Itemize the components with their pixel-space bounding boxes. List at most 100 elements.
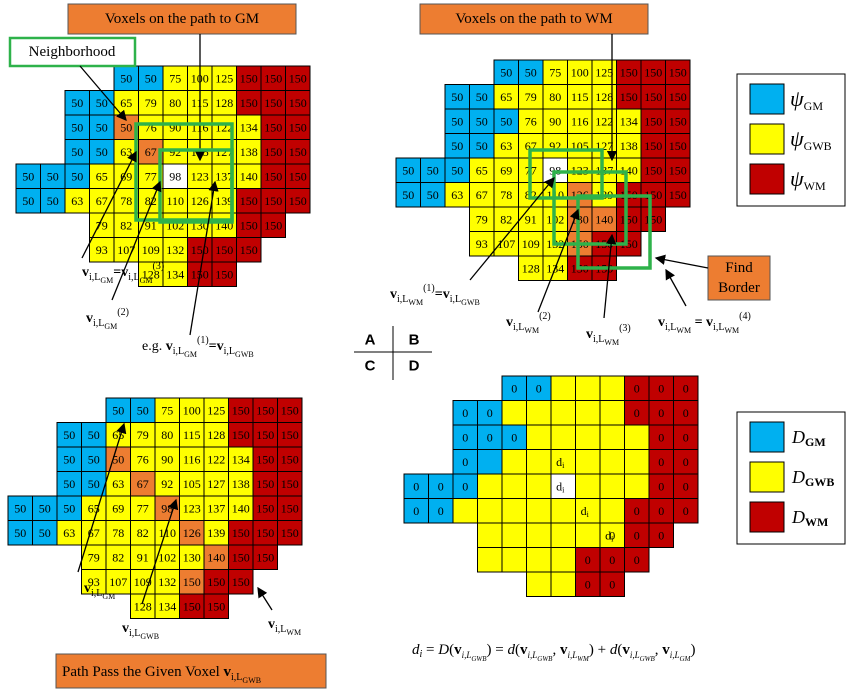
voxel-cell	[162, 163, 188, 189]
voxel-cell	[277, 495, 303, 521]
svg-text:vi,LWM(2): vi,LWM(2)	[506, 311, 551, 335]
distance-cell	[648, 522, 674, 548]
voxel-value: 107	[497, 237, 515, 251]
voxel-cell	[665, 108, 691, 134]
voxel-value: 50	[22, 169, 34, 183]
svg-text:di = D(vi,LGWB) = d(vi,LGWB, v: di = D(vi,LGWB) = d(vi,LGWB, vi,LWM) + d…	[412, 642, 695, 663]
voxel-cell	[277, 520, 303, 546]
voxel-value: 50	[71, 145, 83, 159]
distance-value: 0	[462, 406, 468, 420]
voxel-cell	[179, 544, 205, 570]
voxel-value: 50	[427, 163, 439, 177]
distance-value: 0	[413, 479, 419, 493]
voxel-cell	[203, 544, 229, 570]
voxel-value: 128	[522, 261, 540, 275]
voxel-value: 150	[669, 90, 687, 104]
voxel-value: 100	[571, 65, 589, 79]
voxel-value: 150	[289, 120, 307, 134]
distance-value: 0	[609, 577, 615, 591]
di-label: di	[581, 504, 590, 519]
voxel-value: 110	[166, 194, 184, 208]
voxel-value: 78	[500, 188, 512, 202]
voxel-cell	[179, 446, 205, 472]
voxel-cell	[162, 188, 188, 214]
distance-value: 0	[413, 504, 419, 518]
distance-cell	[673, 449, 699, 475]
voxel-cell	[105, 544, 131, 570]
voxel-value: 150	[264, 169, 282, 183]
distance-cell	[477, 547, 503, 573]
voxel-value: 67	[476, 188, 488, 202]
voxel-value: 115	[183, 428, 201, 442]
svg-text:A: A	[365, 332, 376, 349]
voxel-cell	[665, 59, 691, 85]
voxel-value: 140	[595, 212, 613, 226]
voxel-cell	[567, 59, 593, 85]
voxel-value: 50	[120, 71, 132, 85]
voxel-cell	[591, 206, 617, 232]
voxel-value: 93	[88, 575, 100, 589]
distance-value: 0	[658, 504, 664, 518]
voxel-value: 150	[256, 550, 274, 564]
voxel-value: 50	[500, 114, 512, 128]
voxel-cell	[7, 520, 33, 546]
voxel-cell	[285, 139, 311, 165]
voxel-cell	[665, 157, 691, 183]
voxel-cell	[179, 471, 205, 497]
voxel-value: 150	[281, 477, 299, 491]
voxel-cell	[665, 182, 691, 208]
voxel-value: 150	[232, 428, 250, 442]
distance-value: 0	[634, 528, 640, 542]
voxel-cell	[154, 520, 180, 546]
voxel-value: 150	[281, 403, 299, 417]
voxel-value: 92	[161, 477, 173, 491]
voxel-cell	[236, 212, 262, 238]
voxel-cell	[616, 84, 642, 110]
distance-cell	[599, 473, 625, 499]
voxel-value: 134	[158, 599, 176, 613]
voxel-value: 150	[669, 114, 687, 128]
voxel-value: 78	[112, 526, 124, 540]
grid-panel-d: 0 0 0 0 00 0 0 0 00 0 0 0 00 0 00 0 0 0 00 0 0 0 00 0 00 0 00 0didi…	[403, 375, 699, 597]
voxel-value: 109	[142, 243, 160, 257]
distance-value: 0	[683, 381, 689, 395]
voxel-cell	[179, 593, 205, 619]
voxel-cell	[469, 231, 495, 257]
voxel-cell	[640, 108, 666, 134]
svg-text:vi,LWM(1)=vi,LGWB: vi,LWM(1)=vi,LGWB	[390, 283, 480, 307]
voxel-cell	[64, 90, 90, 116]
distance-cell	[575, 375, 601, 401]
voxel-value: 150	[183, 575, 201, 589]
voxel-cell	[252, 471, 278, 497]
distance-cell	[673, 498, 699, 524]
voxel-value: 137	[215, 169, 233, 183]
distance-cell	[550, 522, 576, 548]
voxel-value: 50	[476, 139, 488, 153]
voxel-value: 63	[71, 194, 83, 208]
voxel-cell	[187, 188, 213, 214]
voxel-value: 50	[14, 501, 26, 515]
distance-value: 0	[658, 406, 664, 420]
voxel-value: 150	[256, 477, 274, 491]
voxel-value: 50	[63, 428, 75, 442]
voxel-value: 50	[39, 526, 51, 540]
voxel-value: 122	[207, 452, 225, 466]
distance-value: 0	[511, 381, 517, 395]
distance-value: 0	[585, 553, 591, 567]
distance-cell	[501, 498, 527, 524]
distance-cell	[599, 498, 625, 524]
distance-value: 0	[658, 381, 664, 395]
voxel-value: 91	[525, 212, 537, 226]
voxel-value: 150	[232, 526, 250, 540]
voxel-value: 150	[644, 212, 662, 226]
voxel-cell	[113, 237, 139, 263]
voxel-cell	[130, 593, 156, 619]
voxel-value: 79	[88, 550, 100, 564]
voxel-value: 75	[169, 71, 181, 85]
voxel-value: 150	[256, 501, 274, 515]
voxel-value: 134	[166, 267, 184, 281]
voxel-value: 82	[137, 526, 149, 540]
voxel-cell	[203, 422, 229, 448]
voxel-value: 50	[96, 96, 108, 110]
voxel-value: 69	[120, 169, 132, 183]
